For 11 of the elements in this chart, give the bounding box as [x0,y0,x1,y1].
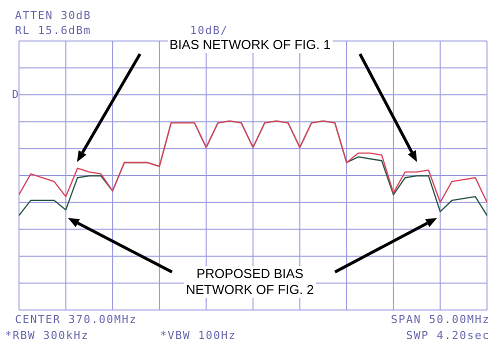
text: 10dB/ [190,24,228,37]
text: BIAS NETWORK OF FIG. 1 [168,37,333,53]
text: D [12,88,20,101]
text: SWP 4.20sec [406,329,490,342]
annotation: PROPOSED BIAS NETWORK OF FIG. 2 [184,266,316,298]
text: ATTEN 30dB [15,9,92,22]
text: *RBW 300kHz [5,329,89,342]
text: RL 15.6dBm [15,24,92,37]
text: SPAN 50.00MHz [390,313,490,326]
text: CENTER 370.00MHz [15,313,137,326]
text: *VBW 100Hz [160,329,236,342]
